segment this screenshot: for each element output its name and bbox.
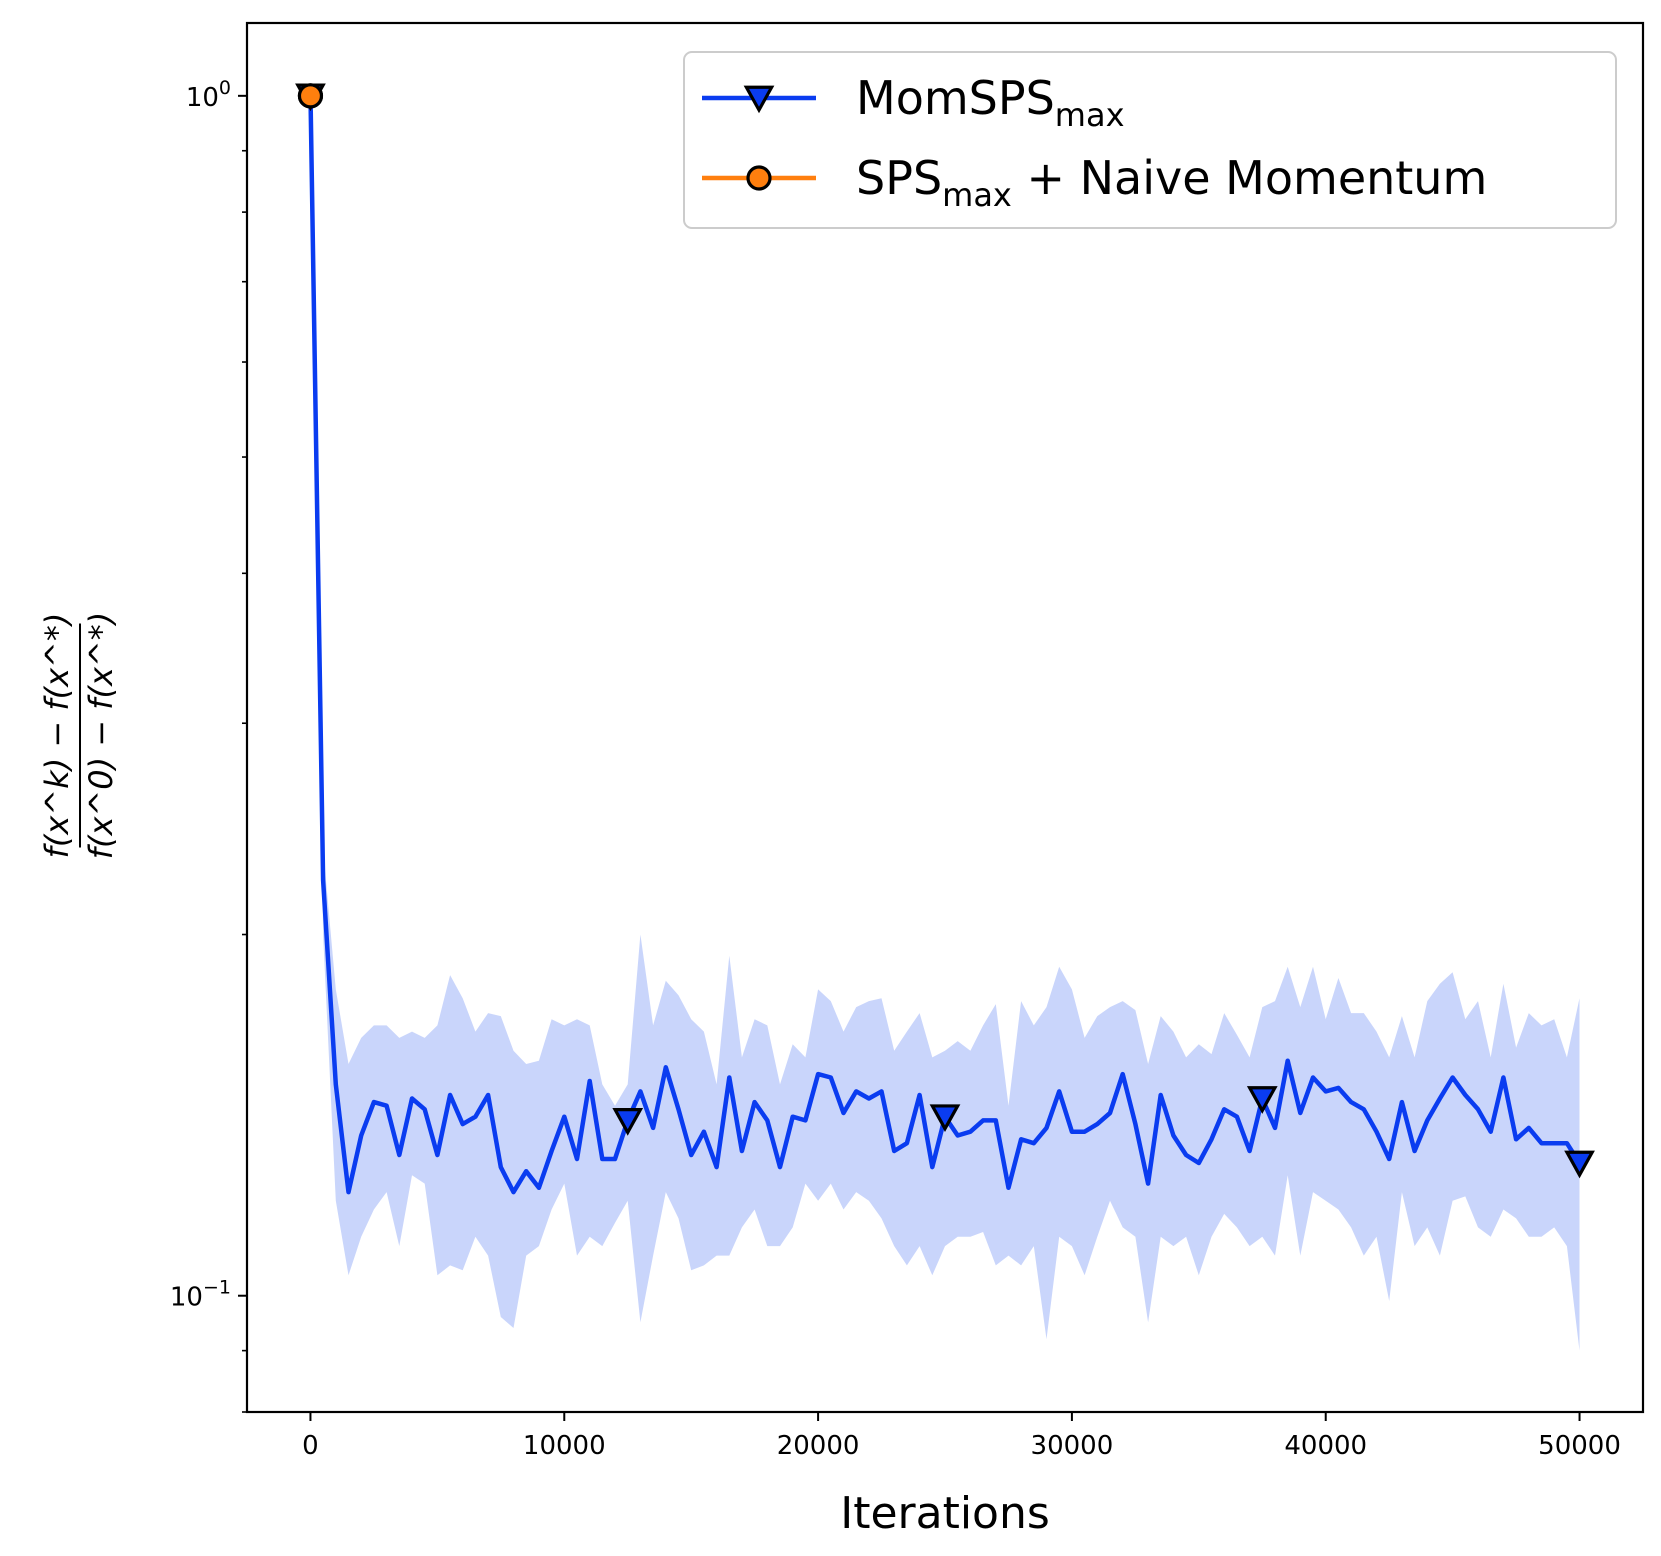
legend-label-1: SPSmax + Naive Momentum bbox=[856, 151, 1487, 214]
series-0-marker-4 bbox=[1564, 1150, 1595, 1179]
x-tick-label: 10000 bbox=[523, 1431, 606, 1461]
x-axis-ticks: 0 10000 20000 30000 40000 50000 bbox=[302, 1412, 1621, 1461]
legend-marker-0 bbox=[743, 85, 775, 114]
x-tick-label: 40000 bbox=[1284, 1431, 1367, 1461]
legend-box bbox=[683, 51, 1617, 229]
series-0-marker-3 bbox=[1246, 1086, 1278, 1114]
plot-frame bbox=[245, 21, 1645, 1414]
series-0-marker-1 bbox=[612, 1108, 644, 1136]
y-axis-title-denominator: f(x^0) − f(x^*) bbox=[82, 612, 120, 859]
legend-label-0: MomSPSmax bbox=[856, 71, 1125, 134]
x-axis-title: Iterations bbox=[840, 1488, 1050, 1539]
y-tick-label: 100 bbox=[186, 77, 231, 113]
y-tick-label: 10−1 bbox=[170, 1277, 231, 1313]
legend: MomSPSmax SPSmax + Naive Momentum bbox=[683, 51, 1617, 229]
y-axis-title-numerator: f(x^k) − f(x^*) bbox=[38, 613, 76, 859]
confidence-band-layer bbox=[310, 95, 1580, 1351]
x-tick-label: 0 bbox=[302, 1431, 319, 1461]
legend-marker-1 bbox=[746, 165, 772, 191]
series-0-band bbox=[310, 95, 1580, 1351]
series-0-marker-2 bbox=[929, 1104, 961, 1132]
x-tick-label: 50000 bbox=[1538, 1431, 1621, 1461]
series-1-marker-top bbox=[297, 83, 324, 109]
series-marker-layer bbox=[295, 83, 1595, 1179]
x-tick-label: 30000 bbox=[1031, 1431, 1114, 1461]
x-tick-label: 20000 bbox=[777, 1431, 860, 1461]
y-axis-title: f(x^k) − f(x^*) f(x^0) − f(x^*) bbox=[38, 612, 120, 859]
y-axis-ticks: 100 10−1 bbox=[170, 77, 247, 1413]
